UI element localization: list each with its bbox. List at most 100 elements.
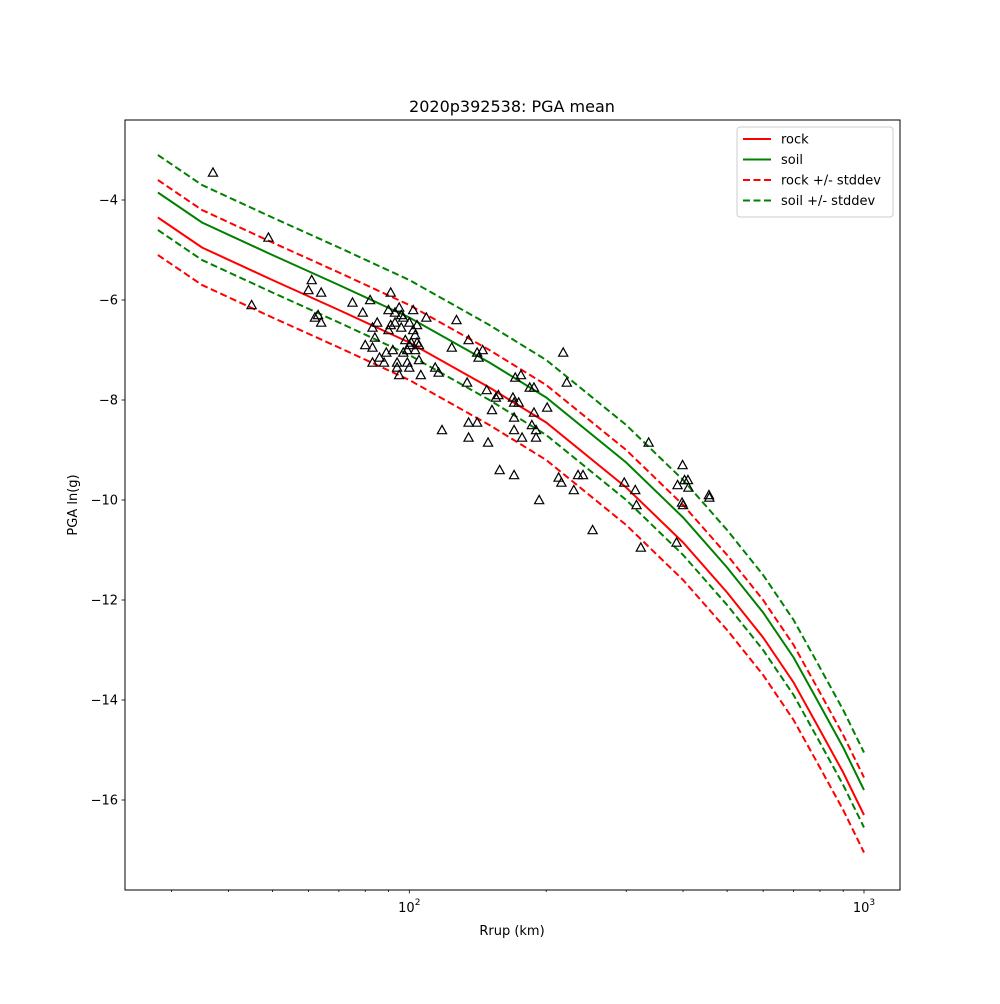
- observation-point: [676, 459, 689, 470]
- observation-point: [245, 299, 258, 310]
- observation-point: [393, 301, 405, 312]
- observation-point: [409, 344, 421, 355]
- observation-point: [369, 331, 381, 342]
- observation-point: [671, 479, 684, 490]
- observation-point: [432, 366, 445, 377]
- observation-point: [382, 304, 395, 315]
- observation-point: [477, 344, 489, 355]
- observation-point: [359, 339, 371, 350]
- observation-point: [516, 431, 528, 442]
- observation-point: [472, 351, 485, 362]
- observation-point: [366, 356, 379, 367]
- observation-point: [568, 484, 580, 495]
- observation-point: [629, 484, 641, 495]
- observation-point: [262, 231, 275, 242]
- chart-title: 2020p392538: PGA mean: [409, 97, 615, 116]
- observation-point: [533, 494, 545, 505]
- y-axis-label: PGA ln(g): [66, 474, 81, 535]
- observation-point: [399, 334, 411, 345]
- observation-point: [586, 524, 599, 535]
- observation-point: [462, 334, 475, 345]
- observation-point: [346, 296, 359, 307]
- observation-point: [508, 424, 520, 435]
- legend-box: [736, 126, 894, 218]
- observation-point: [393, 369, 405, 380]
- observation-point: [407, 304, 419, 315]
- observation-layer: [207, 166, 715, 552]
- observation-point: [366, 321, 379, 332]
- plot-frame: [124, 119, 901, 891]
- legend: rock soil rock +/- stddev soil +/- stddev: [736, 126, 894, 218]
- observation-point: [395, 321, 407, 332]
- observation-point: [397, 346, 409, 357]
- observation-point: [315, 316, 327, 327]
- observation-point: [561, 376, 573, 387]
- observation-point: [557, 346, 569, 357]
- observation-point: [306, 274, 318, 285]
- observation-point: [618, 476, 630, 487]
- observation-point: [420, 311, 432, 322]
- curve-layer: [157, 154, 865, 853]
- observation-point: [635, 541, 647, 552]
- observation-point: [461, 376, 473, 387]
- observation-point: [387, 344, 399, 355]
- observation-point: [385, 319, 397, 330]
- series-line-2: [157, 191, 865, 791]
- legend-label: rock +/- stddev: [781, 174, 881, 189]
- observation-point: [389, 306, 401, 317]
- observation-point: [415, 369, 427, 380]
- observation-point: [677, 499, 689, 510]
- observation-point: [403, 361, 415, 372]
- y-tick-label: −12: [91, 594, 118, 609]
- observation-point: [526, 419, 538, 430]
- observation-point: [528, 406, 540, 417]
- observation-point: [515, 369, 527, 380]
- observation-point: [528, 381, 540, 392]
- legend-label: soil +/- stddev: [781, 194, 876, 209]
- observation-point: [481, 384, 493, 395]
- observation-point: [541, 401, 553, 412]
- observation-point: [391, 361, 403, 372]
- legend-label: soil: [781, 153, 803, 168]
- observation-point: [373, 351, 386, 362]
- observation-point: [401, 344, 413, 355]
- observation-point: [703, 489, 715, 500]
- observation-point: [555, 476, 567, 487]
- observation-point: [366, 341, 379, 352]
- y-tick-label: −6: [99, 294, 118, 309]
- y-tick-label: −8: [99, 394, 118, 409]
- observation-point: [703, 491, 715, 502]
- observation-point: [382, 324, 395, 335]
- series-line-1: [157, 216, 865, 816]
- observation-point: [682, 481, 695, 492]
- observation-point: [450, 314, 463, 325]
- observation-point: [309, 311, 321, 322]
- x-tick-exponent: 2: [415, 898, 421, 908]
- observation-point: [490, 391, 502, 402]
- observation-point: [462, 416, 475, 427]
- x-axis-label: Rrup (km): [479, 924, 544, 939]
- observation-point: [357, 306, 369, 317]
- observation-point: [315, 286, 327, 297]
- observation-point: [482, 436, 494, 447]
- observation-point: [403, 316, 415, 327]
- observation-point: [409, 329, 421, 340]
- y-axis-ticks: −16 −14 −12 −10 −8 −6 −4: [91, 194, 125, 809]
- observation-point: [429, 361, 441, 372]
- observation-point: [494, 464, 506, 475]
- observation-point: [670, 536, 683, 547]
- observation-point: [513, 396, 525, 407]
- observation-point: [364, 294, 376, 305]
- observation-point: [508, 411, 520, 422]
- observation-point: [471, 416, 483, 427]
- observation-point: [446, 341, 458, 352]
- observation-point: [385, 286, 397, 297]
- x-tick-exponent: 3: [869, 898, 875, 908]
- observation-point: [371, 316, 383, 327]
- observation-point: [397, 311, 409, 322]
- observation-point: [405, 336, 417, 347]
- observation-point: [312, 309, 324, 320]
- observation-point: [391, 356, 403, 367]
